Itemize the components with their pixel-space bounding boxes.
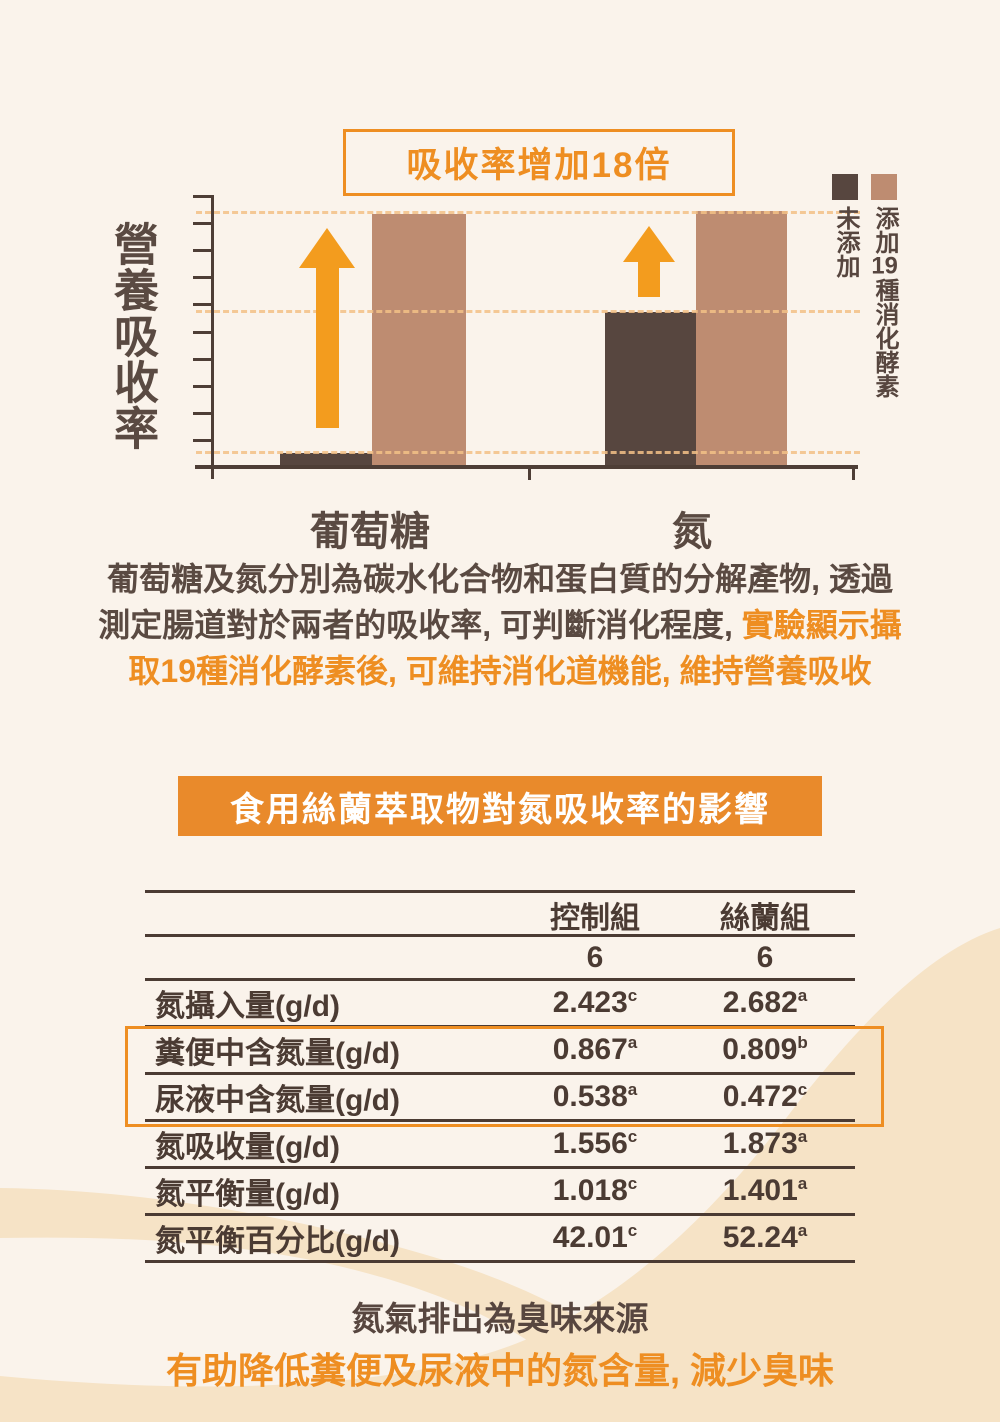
legend-swatch-dark xyxy=(832,174,858,200)
x-axis-line xyxy=(195,465,858,469)
row-value: 0.867a xyxy=(552,1033,638,1066)
row-value: 2.423c xyxy=(552,986,638,1019)
y-axis-tick xyxy=(193,303,213,306)
y-axis-tick xyxy=(193,439,213,442)
x-category-glucose: 葡萄糖 xyxy=(310,510,430,554)
legend-swatch-light xyxy=(871,174,897,200)
paragraph-text: 測定腸道對於兩者的吸收率, 可判斷消化程度, xyxy=(98,607,742,643)
table-header-row: 控制組 絲蘭組 xyxy=(145,893,855,937)
table-title: 食用絲蘭萃取物對氮吸收率的影響 xyxy=(230,790,770,829)
row-label: 氮吸收量(g/d) xyxy=(155,1131,340,1164)
y-axis-tick xyxy=(193,412,213,415)
paragraph-line-1: 葡萄糖及氮分別為碳水化合物和蛋白質的分解產物, 透過 xyxy=(0,556,1000,602)
bar-glucose-with-enzyme xyxy=(372,214,466,467)
x-axis-tick xyxy=(852,465,855,480)
row-value: 0.472c xyxy=(722,1080,808,1113)
tan-wave-ribbon xyxy=(0,1188,705,1422)
footer-line-2: 有助降低糞便及尿液中的氮含量, 減少臭味 xyxy=(165,1350,834,1391)
increase-badge: 吸收率增加18倍 xyxy=(343,129,735,196)
y-axis-tick xyxy=(193,276,213,279)
row-label: 尿液中含氮量(g/d) xyxy=(155,1084,400,1117)
gridline-bottom xyxy=(196,451,860,454)
row-value: 0.809b xyxy=(722,1033,808,1066)
table-title-banner: 食用絲蘭萃取物對氮吸收率的影響 xyxy=(178,776,822,836)
row-value: 42.01c xyxy=(552,1221,638,1254)
table-row: 氮平衡百分比(g/d) 42.01c 52.24a xyxy=(145,1216,855,1263)
increase-badge-label: 吸收率增加18倍 xyxy=(406,146,672,185)
header-yucca-group: 絲蘭組 xyxy=(720,902,810,935)
y-axis-tick xyxy=(193,195,213,198)
legend-label: 添加19種消化酵素 xyxy=(870,206,898,398)
y-axis-tick xyxy=(193,358,213,361)
nitrogen-table: 控制組 絲蘭組 6 6 氮攝入量(g/d) 2.423c 2.682a 糞便中含… xyxy=(145,890,855,1263)
table-row: 氮平衡量(g/d) 1.018c 1.401a xyxy=(145,1169,855,1216)
table-n-row: 6 6 xyxy=(145,937,855,981)
tan-wave-bottom xyxy=(0,928,1000,1422)
row-value: 1.556c xyxy=(552,1127,638,1160)
row-value: 1.873a xyxy=(722,1127,808,1160)
legend-item-no-enzyme: 未添加 xyxy=(831,174,859,398)
row-value: 52.24a xyxy=(722,1221,808,1254)
chart-legend: 未添加 添加19種消化酵素 xyxy=(831,174,898,398)
legend-label-part: 種消化酵素 xyxy=(871,278,898,398)
bar-nitrogen-no-enzyme xyxy=(605,312,696,467)
gridline-middle xyxy=(196,310,860,313)
bar-glucose-no-enzyme xyxy=(280,453,372,467)
n-value: 6 xyxy=(756,940,774,974)
row-label: 糞便中含氮量(g/d) xyxy=(155,1037,400,1070)
legend-item-with-enzyme: 添加19種消化酵素 xyxy=(870,174,898,398)
row-label: 氮平衡百分比(g/d) xyxy=(155,1225,400,1258)
legend-label: 未添加 xyxy=(832,206,859,278)
bar-nitrogen-with-enzyme xyxy=(696,211,787,467)
table-row: 尿液中含氮量(g/d) 0.538a 0.472c xyxy=(145,1075,855,1122)
paragraph-highlight: 取19種消化酵素後, 可維持消化道機能, 維持營養吸收 xyxy=(128,653,872,689)
y-axis-tick xyxy=(193,249,213,252)
y-axis-line xyxy=(211,195,214,479)
description-paragraph: 葡萄糖及氮分別為碳水化合物和蛋白質的分解產物, 透過 測定腸道對於兩者的吸收率,… xyxy=(0,556,1000,694)
table-row: 氮攝入量(g/d) 2.423c 2.682a xyxy=(145,981,855,1028)
x-category-nitrogen: 氮 xyxy=(672,510,712,554)
row-label: 氮攝入量(g/d) xyxy=(155,990,340,1023)
up-arrow-icon xyxy=(623,226,675,297)
row-value: 1.018c xyxy=(552,1174,638,1207)
gridline-top xyxy=(196,211,860,214)
legend-label-number: 19 xyxy=(871,254,898,278)
paragraph-line-2: 測定腸道對於兩者的吸收率, 可判斷消化程度, 實驗顯示攝 xyxy=(0,602,1000,648)
n-value: 6 xyxy=(586,940,604,974)
y-axis-tick xyxy=(193,385,213,388)
row-value: 1.401a xyxy=(722,1174,808,1207)
table-row: 氮吸收量(g/d) 1.556c 1.873a xyxy=(145,1122,855,1169)
y-axis-label: 營養吸收率 xyxy=(107,221,158,451)
row-label: 氮平衡量(g/d) xyxy=(155,1178,340,1211)
up-arrow-icon xyxy=(299,228,355,428)
y-axis-tick xyxy=(193,331,213,334)
paragraph-line-3: 取19種消化酵素後, 可維持消化道機能, 維持營養吸收 xyxy=(0,648,1000,694)
footer-line-1: 氮氣排出為臭味來源 xyxy=(351,1300,649,1337)
legend-label-part: 添加 xyxy=(871,206,898,254)
table-row: 糞便中含氮量(g/d) 0.867a 0.809b xyxy=(145,1028,855,1075)
row-value: 2.682a xyxy=(722,986,808,1019)
x-axis-tick xyxy=(528,465,531,480)
header-control-group: 控制組 xyxy=(550,902,640,935)
paragraph-text: 葡萄糖及氮分別為碳水化合物和蛋白質的分解產物, 透過 xyxy=(107,561,893,597)
paragraph-highlight: 實驗顯示攝 xyxy=(741,607,902,643)
row-value: 0.538a xyxy=(552,1080,638,1113)
y-axis-tick xyxy=(193,222,213,225)
